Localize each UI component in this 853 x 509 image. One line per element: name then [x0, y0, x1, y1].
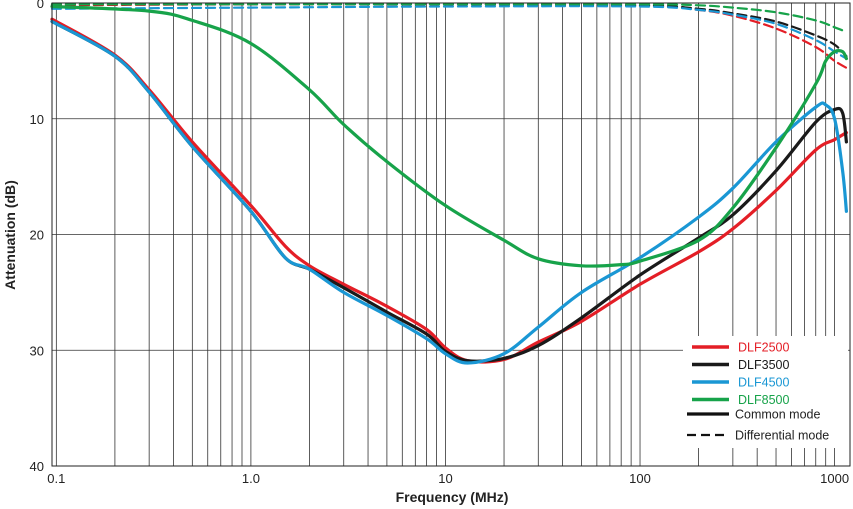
legend-box	[683, 336, 848, 448]
y-tick-label: 10	[30, 112, 44, 127]
x-tick-label: 0.1	[47, 471, 65, 486]
legend-label-dlf3500: DLF3500	[738, 358, 789, 372]
legend-label-dlf8500: DLF8500	[738, 393, 789, 407]
x-tick-label: 100	[629, 471, 651, 486]
series-line-dlf4500-differential	[50, 5, 848, 60]
series-line-dlf8500-differential	[50, 3, 848, 33]
tick-labels: 0.1 1.0 10 100 1000 0 10 20 30 40	[30, 0, 850, 486]
x-axis-label: Frequency (MHz)	[396, 489, 509, 505]
series-line-dlf2500-common	[50, 17, 848, 364]
legend-mode-label-solid: Common mode	[735, 408, 820, 422]
series-line-dlf8500-common	[50, 4, 848, 268]
y-axis-label: Attenuation (dB)	[2, 180, 18, 290]
legend-label-dlf2500: DLF2500	[738, 341, 789, 355]
plot-frame	[51, 2, 851, 467]
y-tick-label: 20	[30, 228, 44, 243]
legend-mode-label-dashed: Differential mode	[735, 429, 829, 443]
y-tick-label: 30	[30, 343, 44, 358]
y-tick-label: 40	[30, 459, 44, 474]
x-tick-label: 1.0	[242, 471, 260, 486]
y-tick-label: 0	[37, 0, 44, 11]
x-tick-label: 1000	[820, 471, 849, 486]
legend-label-dlf4500: DLF4500	[738, 376, 789, 390]
series-layer	[50, 2, 848, 365]
series-line-dlf4500-common	[50, 19, 848, 365]
x-tick-label: 10	[438, 471, 452, 486]
